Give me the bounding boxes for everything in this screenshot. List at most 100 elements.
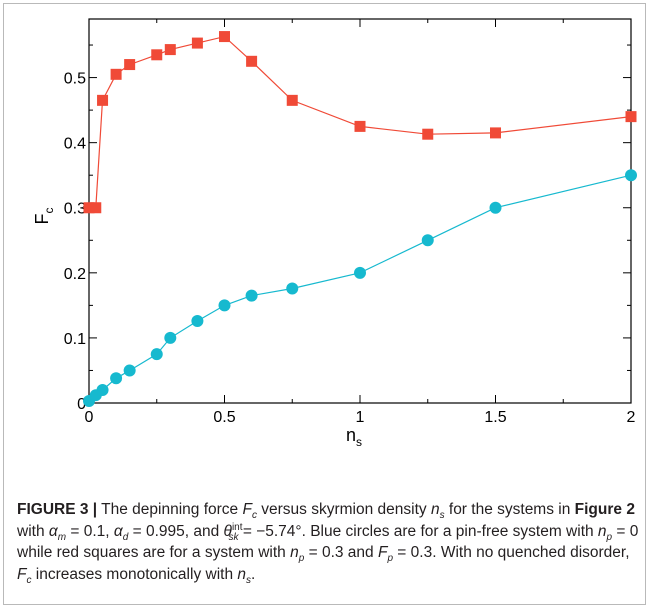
caption-text: The depinning force xyxy=(97,501,243,518)
circle-point xyxy=(110,372,123,385)
caption-text: = −5.74°. Blue circles are for a pin-fre… xyxy=(238,522,598,540)
axis-ticks xyxy=(88,19,632,404)
math-Fc: Fc xyxy=(242,501,257,522)
math-main: n xyxy=(430,501,440,518)
math-sup: int xyxy=(231,521,243,533)
caption-label: FIGURE 3 | xyxy=(17,501,98,518)
y-tick-label: 0 xyxy=(77,396,86,413)
math-sub: sk xyxy=(228,531,239,543)
figure-frame: 0 0.5 1 1.5 2 0 0.1 0.2 0.3 0.4 0.5 ns Fc FIGURE 3… xyxy=(3,3,646,605)
x-tick-label: 0 xyxy=(85,409,94,426)
caption-text: increases monotonically with xyxy=(31,565,238,583)
circle-point xyxy=(286,282,299,295)
x-axis-label-main: n xyxy=(346,425,356,445)
math-alpha-m: αm xyxy=(48,522,67,543)
y-tick-label: 0.2 xyxy=(64,266,86,283)
square-point xyxy=(151,49,163,61)
math-sub: s xyxy=(246,574,251,586)
x-axis-label-sub: s xyxy=(356,435,362,449)
square-point xyxy=(422,128,434,140)
x-tick-label: 0.5 xyxy=(213,409,235,426)
caption-text: = 0.3. With no quenched disorder, xyxy=(393,544,630,561)
circle-point xyxy=(245,289,258,302)
circle-point xyxy=(218,299,231,312)
square-point xyxy=(124,59,136,71)
square-point xyxy=(97,94,109,106)
math-main: F xyxy=(242,501,252,518)
series-markers xyxy=(83,31,637,408)
square-point xyxy=(354,120,366,132)
math-sub: c xyxy=(26,574,32,586)
math-main: F xyxy=(377,544,388,561)
circle-point xyxy=(96,383,109,396)
square-point xyxy=(164,44,176,56)
math-theta: θintsk xyxy=(223,522,243,543)
chart: 0 0.5 1 1.5 2 0 0.1 0.2 0.3 0.4 0.5 ns Fc xyxy=(32,18,637,449)
math-sub: m xyxy=(57,531,67,543)
circle-point xyxy=(164,331,177,344)
circle-point xyxy=(150,348,163,361)
caption-text: with xyxy=(17,522,49,540)
square-point xyxy=(490,127,501,139)
x-tick-label: 1.5 xyxy=(484,409,506,426)
circle-point xyxy=(489,201,502,214)
square-point xyxy=(625,111,637,123)
math-Fp: Fp xyxy=(377,544,393,565)
square-point xyxy=(90,202,102,214)
y-axis-label-main: F xyxy=(32,214,52,225)
x-tick-label: 1 xyxy=(356,409,365,426)
y-axis-label-sub: c xyxy=(42,208,56,214)
math-main: F xyxy=(17,565,27,583)
series-lines xyxy=(88,35,632,402)
square-point xyxy=(191,37,203,49)
series-circle-line xyxy=(88,174,632,402)
square-point xyxy=(83,202,95,214)
caption-text: . xyxy=(251,565,256,583)
math-sub: p xyxy=(606,531,613,543)
caption-text: = 0 while red squares are for a system w… xyxy=(17,522,639,562)
circle-point xyxy=(625,169,637,182)
math-ns: ns xyxy=(237,565,251,586)
math-main: α xyxy=(113,522,123,540)
caption-text: versus skyrmion density xyxy=(256,501,431,518)
math-np: np xyxy=(290,544,305,565)
caption-text: = 0.3 and xyxy=(304,544,378,561)
math-main: n xyxy=(290,544,299,561)
math-main: n xyxy=(597,522,607,540)
square-point xyxy=(219,31,230,43)
axes-box xyxy=(88,18,632,404)
math-sub: d xyxy=(122,531,129,543)
y-tick-label: 0.3 xyxy=(64,201,86,218)
circle-point xyxy=(123,364,136,377)
math-Fc: Fc xyxy=(17,565,32,586)
y-tick-label: 0.1 xyxy=(64,331,86,348)
x-tick-label: 2 xyxy=(627,409,636,426)
caption-text: = 0.1, xyxy=(66,522,114,540)
caption-text: for the systems in xyxy=(444,501,575,518)
square-point xyxy=(110,68,122,80)
math-ns: ns xyxy=(430,501,445,522)
math-main: n xyxy=(237,565,246,583)
math-sub: c xyxy=(251,510,257,522)
y-tick-label: 0.4 xyxy=(64,136,86,153)
math-sub: s xyxy=(439,510,445,522)
math-alpha-d: αd xyxy=(113,522,129,543)
math-sub: p xyxy=(298,553,305,565)
circle-point xyxy=(191,314,204,327)
y-tick-label: 0.5 xyxy=(64,71,86,88)
y-axis-label: Fc xyxy=(32,208,56,225)
math-main: α xyxy=(48,522,58,540)
x-axis-label: ns xyxy=(346,425,362,449)
square-point xyxy=(246,55,258,67)
figure-caption: FIGURE 3 | The depinning force Fc versus… xyxy=(17,499,642,585)
circle-point xyxy=(354,266,366,279)
circle-point xyxy=(421,234,434,247)
math-np: np xyxy=(597,522,613,543)
square-point xyxy=(286,94,298,106)
figure-reference: Figure 2 xyxy=(574,501,635,518)
math-main: θ xyxy=(223,522,232,540)
math-sub: p xyxy=(387,553,393,565)
tick-labels: 0 0.5 1 1.5 2 0 0.1 0.2 0.3 0.4 0.5 xyxy=(64,71,636,426)
plot-area: 0 0.5 1 1.5 2 0 0.1 0.2 0.3 0.4 0.5 ns Fc xyxy=(32,18,637,449)
caption-text: = 0.995, and xyxy=(128,522,224,540)
